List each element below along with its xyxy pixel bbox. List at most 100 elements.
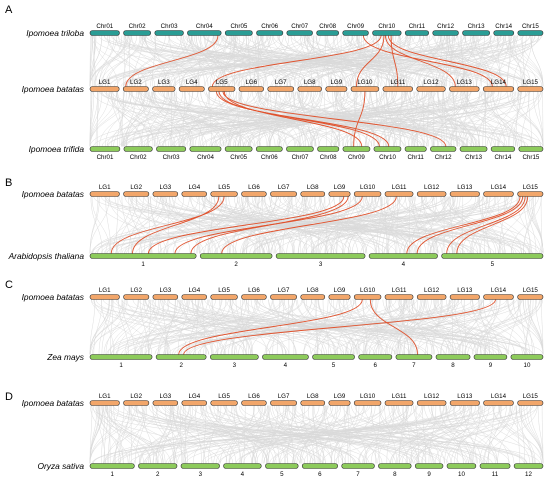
background-link [152, 299, 170, 355]
background-link [116, 299, 317, 355]
background-link [422, 91, 425, 147]
background-link [432, 196, 476, 254]
background-link [324, 196, 328, 254]
background-link [206, 35, 418, 87]
background-link [190, 299, 462, 355]
background-link [183, 405, 356, 464]
background-link [230, 91, 262, 147]
background-link [194, 91, 242, 147]
highlight-link [353, 91, 366, 147]
highlight-link [406, 196, 521, 254]
background-link [440, 196, 491, 254]
background-link [463, 91, 499, 147]
background-link [107, 35, 141, 87]
chromosome-bar [154, 30, 184, 36]
background-link [174, 91, 308, 147]
background-link [347, 405, 351, 464]
background-link [375, 299, 379, 355]
background-link [148, 405, 190, 464]
chromosome-bar [517, 294, 544, 300]
background-link [478, 91, 489, 147]
background-link [432, 91, 463, 147]
chromosome-label: LG3 [160, 287, 172, 294]
chromosome-label: Chr05 [230, 154, 247, 161]
background-link [385, 91, 416, 147]
background-link [477, 405, 510, 464]
background-link [368, 35, 420, 87]
background-link [114, 405, 131, 464]
background-link [384, 405, 397, 464]
background-link [415, 299, 541, 355]
chromosome-label: Chr03 [161, 23, 178, 30]
background-link [472, 299, 523, 355]
background-link [511, 91, 544, 147]
chromosome-label: Chr12 [437, 23, 454, 30]
background-link [153, 299, 288, 355]
background-link [479, 196, 489, 254]
background-link [483, 299, 537, 355]
background-link [376, 196, 382, 254]
species-label: Arabidopsis thaliana [8, 251, 85, 261]
chromosome-label: Chr04 [196, 23, 213, 30]
background-link [309, 91, 528, 147]
background-link [147, 299, 463, 355]
background-link [379, 405, 427, 464]
background-link [310, 196, 488, 254]
chromosome-label: 6 [318, 471, 322, 478]
background-link [225, 405, 275, 464]
background-link [498, 405, 542, 464]
background-link [523, 196, 535, 254]
background-link [430, 405, 464, 464]
background-link [242, 196, 365, 254]
background-link [173, 196, 206, 254]
species-label: Ipomoea trifida [29, 144, 85, 154]
background-link [242, 196, 282, 254]
background-link [299, 35, 359, 87]
background-link [329, 91, 483, 147]
chromosome-bar [123, 294, 150, 300]
background-link [269, 91, 308, 147]
chromosome-label: LG8 [307, 287, 319, 294]
chromosome-label: Chr09 [348, 154, 365, 161]
background-link [330, 405, 365, 464]
background-link [452, 196, 504, 254]
background-link [415, 405, 419, 464]
chromosome-label: Chr01 [97, 154, 114, 161]
chromosome-bar [241, 294, 267, 300]
background-link [236, 91, 242, 147]
background-link [418, 35, 454, 87]
background-link [183, 405, 191, 464]
background-link [452, 196, 482, 254]
background-link [336, 35, 492, 87]
background-link [336, 35, 357, 87]
background-link [268, 196, 450, 254]
background-link [392, 405, 444, 464]
background-link [368, 299, 406, 355]
background-link [411, 405, 537, 464]
background-link [101, 405, 106, 464]
highlight-link [190, 196, 349, 254]
chromosome-label: 10 [458, 471, 465, 478]
background-link [210, 405, 268, 464]
chromosome-bar [123, 400, 150, 406]
chromosome-label: 7 [412, 362, 416, 369]
background-link [131, 91, 250, 147]
chromosome-label: LG4 [188, 393, 200, 400]
background-link [257, 91, 309, 147]
background-link [191, 299, 213, 355]
background-link [413, 405, 542, 464]
background-link [251, 405, 320, 464]
background-link [415, 405, 473, 464]
background-link [343, 405, 349, 464]
background-link [258, 91, 311, 147]
chromosome-bar [432, 30, 459, 36]
background-link [383, 91, 389, 147]
background-link [344, 299, 390, 355]
background-link [320, 196, 377, 254]
background-link [379, 91, 411, 147]
background-link [304, 196, 352, 254]
background-link [110, 91, 144, 147]
background-link [384, 299, 425, 355]
chromosome-label: LG15 [523, 79, 539, 86]
chromosome-label: LG6 [248, 287, 260, 294]
